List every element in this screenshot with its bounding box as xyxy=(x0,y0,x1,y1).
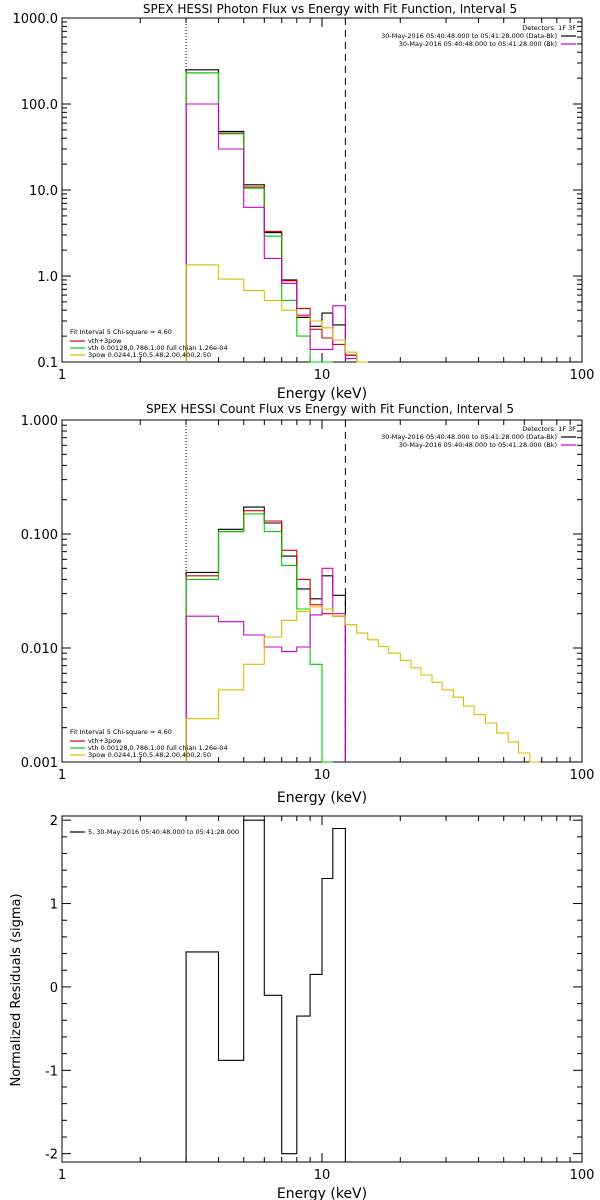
residuals-y-tick-label: 1 xyxy=(50,898,58,913)
photon-flux-header-legend: 30-May-2016 05:40:48.000 to 05:41:28.000… xyxy=(381,32,576,48)
photon-flux-header-entry-data: 30-May-2016 05:40:48.000 to 05:41:28.000… xyxy=(381,32,557,40)
count-flux-y-tick-label: 0.100 xyxy=(21,528,58,543)
residuals-y-tick-label: 0 xyxy=(50,981,58,996)
count-flux-y-tick-label: 0.001 xyxy=(21,756,58,771)
residuals-y-tick-label: 2 xyxy=(50,814,58,829)
photon-flux-y-tick-label: 100.0 xyxy=(21,98,58,113)
count-flux-fit-total: vth+3pow xyxy=(88,737,122,745)
residuals-legend-entry: 5, 30-May-2016 05:40:48.000 to 05:41:28.… xyxy=(88,828,239,836)
count-flux-header-legend: 30-May-2016 05:40:48.000 to 05:41:28.000… xyxy=(381,433,576,449)
count-flux-series-line-3 xyxy=(185,567,346,762)
count-flux-fit-3pow: 3pow 0.0244,1.50,5.48,2.00,400,2.50 xyxy=(88,751,211,759)
count-flux-detectors: Detectors: 1F 3F xyxy=(522,425,576,433)
photon-flux-title: SPEX HESSI Photon Flux vs Energy with Fi… xyxy=(143,2,517,16)
photon-flux-series-line-2 xyxy=(185,72,333,363)
count-flux-y-tick-label: 0.010 xyxy=(21,642,58,657)
photon-flux-series-line-1 xyxy=(185,72,368,363)
photon-flux-plot-frame xyxy=(61,17,583,363)
residuals-plot-frame xyxy=(61,815,583,1163)
residuals-x-tick-label: 100 xyxy=(570,1168,595,1183)
count-flux-series-line-0 xyxy=(185,506,346,762)
residuals-x-label: Energy (keV) xyxy=(277,1186,367,1200)
photon-flux-detectors: Detectors: 1F 3F xyxy=(522,24,576,32)
photon-flux-y-tick-label: 1.0 xyxy=(37,270,58,285)
photon-flux-y-tick-label: 10.0 xyxy=(29,184,58,199)
count-flux-fit-vth: vth 0.00128,0.786,1.00 full chian 1.26e-… xyxy=(88,744,228,752)
photon-flux-fit-title: Fit Interval 5 Chi-square = 4.60 xyxy=(70,328,172,336)
photon-flux-fit-legend: Fit Interval 5 Chi-square = 4.60 vth+3po… xyxy=(70,328,228,359)
residuals-series-line-0 xyxy=(185,819,346,1162)
photon-flux-y-tick-label: 1000.0 xyxy=(13,12,59,27)
residuals-y-tick-label: -2 xyxy=(45,1148,58,1163)
photon-flux-y-tick-label: 0.1 xyxy=(37,356,58,371)
count-flux-x-tick-label: 10 xyxy=(314,768,331,783)
photon-flux-x-tick-label: 10 xyxy=(314,368,331,383)
count-flux-fit-title: Fit Interval 5 Chi-square = 4.60 xyxy=(70,728,172,736)
residuals-x-tick-label: 1 xyxy=(58,1168,66,1183)
photon-flux-series-line-3 xyxy=(185,103,358,362)
count-flux-header-entry-bk: 30-May-2016 05:40:48.000 to 05:41:28.000… xyxy=(399,441,557,449)
photon-flux-fit-3pow: 3pow 0.0244,1.50,5.48,2.00,400,2.50 xyxy=(88,351,211,359)
photon-flux-series-line-0 xyxy=(185,69,368,363)
count-flux-x-tick-label: 100 xyxy=(570,768,595,783)
count-flux-y-tick-label: 1.000 xyxy=(21,414,58,429)
count-flux-x-tick-label: 1 xyxy=(58,768,66,783)
count-flux-title: SPEX HESSI Count Flux vs Energy with Fit… xyxy=(146,402,514,416)
photon-flux-series-line-4 xyxy=(185,264,368,363)
residuals-panel: 1 10 100 -2 -1 0 1 2 5, 30-May-2016 05:40:48.00… xyxy=(9,814,594,1200)
photon-flux-x-label: Energy (keV) xyxy=(277,386,367,402)
photon-flux-panel: SPEX HESSI Photon Flux vs Energy with Fi… xyxy=(13,2,595,402)
photon-flux-header-entry-bk: 30-May-2016 05:40:48.000 to 05:41:28.000… xyxy=(399,40,557,48)
residuals-y-tick-label: -1 xyxy=(45,1064,58,1079)
count-flux-series-line-2 xyxy=(185,513,333,763)
count-flux-x-label: Energy (keV) xyxy=(277,790,367,806)
photon-flux-x-tick-label: 1 xyxy=(58,368,66,383)
photon-flux-x-tick-label: 100 xyxy=(570,368,595,383)
photon-flux-fit-total: vth+3pow xyxy=(88,337,122,345)
residuals-y-label: Normalized Residuals (sigma) xyxy=(9,893,24,1086)
count-flux-fit-legend: Fit Interval 5 Chi-square = 4.60 vth+3po… xyxy=(70,728,228,759)
count-flux-panel: SPEX HESSI Count Flux vs Energy with Fit… xyxy=(21,402,595,806)
photon-flux-fit-vth: vth 0.00128,0.786,1.00 full chian 1.26e-… xyxy=(88,344,228,352)
residuals-x-tick-label: 10 xyxy=(314,1168,331,1183)
count-flux-header-entry-data: 30-May-2016 05:40:48.000 to 05:41:28.000… xyxy=(381,433,557,441)
count-flux-series-line-4 xyxy=(185,606,541,763)
